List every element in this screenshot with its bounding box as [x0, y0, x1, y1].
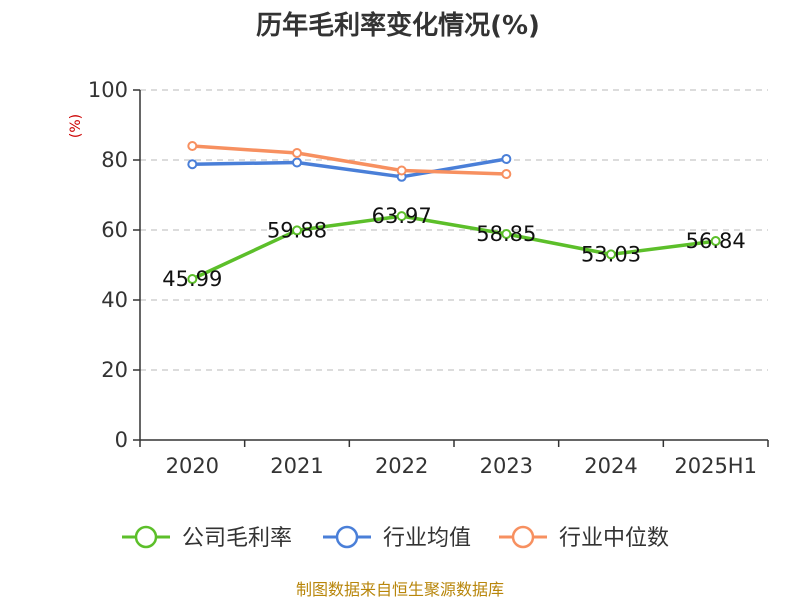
- data-point[interactable]: [292, 225, 302, 236]
- legend-item[interactable]: 公司毛利率: [122, 525, 292, 551]
- y-tick-label: 60: [101, 218, 128, 242]
- source-note: 制图数据来自恒生聚源数据库: [296, 580, 504, 599]
- data-label: 59.88: [267, 218, 327, 242]
- y-tick-label: 40: [101, 288, 128, 312]
- data-labels: 45.99 59.88 63.97 58.85 53.03 56.84: [162, 204, 745, 291]
- data-point[interactable]: [501, 169, 512, 179]
- y-tick-label: 100: [88, 78, 128, 102]
- legend-item[interactable]: 行业均值: [323, 525, 471, 551]
- chart-title: 历年毛利率变化情况(%): [256, 10, 540, 41]
- legend-label: 行业中位数: [559, 526, 669, 551]
- y-tick-label: 0: [115, 428, 128, 452]
- data-point[interactable]: [501, 229, 512, 240]
- legend-marker-icon: [335, 525, 359, 549]
- x-tick-label: 2021: [270, 454, 323, 478]
- data-point[interactable]: [710, 236, 721, 247]
- data-label: 45.99: [162, 267, 222, 291]
- data-point[interactable]: [187, 159, 198, 170]
- data-point[interactable]: [292, 148, 302, 158]
- series-line: [190, 157, 509, 179]
- data-point[interactable]: [396, 211, 407, 222]
- data-label: 63.97: [372, 204, 432, 228]
- x-tick-label: 2024: [584, 454, 637, 478]
- x-tick-label: 2022: [375, 454, 428, 478]
- legend-item[interactable]: 行业中位数: [499, 525, 669, 551]
- y-axis-label: (%): [68, 114, 84, 138]
- legend[interactable]: 公司毛利率 行业均值 行业中位数: [122, 525, 669, 551]
- data-point[interactable]: [292, 157, 302, 168]
- legend-label: 行业均值: [383, 526, 471, 551]
- y-tick-label: 20: [101, 358, 128, 382]
- data-label: 56.84: [686, 229, 746, 253]
- data-point[interactable]: [396, 165, 407, 176]
- x-tick-label: 2023: [480, 454, 533, 478]
- y-tick-label: 80: [101, 148, 128, 172]
- series-line: [190, 214, 718, 281]
- series-lines: [187, 141, 721, 285]
- axes: 0 20 40 60 80 100 2020 2021 2022 2023 2024 2025H1: [88, 78, 769, 478]
- legend-marker-icon: [134, 525, 158, 549]
- data-label: 58.85: [476, 222, 536, 246]
- series-line: [190, 144, 509, 176]
- data-point[interactable]: [187, 274, 198, 285]
- data-point[interactable]: [501, 153, 512, 164]
- gridlines: [140, 89, 768, 371]
- legend-label: 公司毛利率: [182, 526, 292, 551]
- x-tick-label: 2020: [166, 454, 219, 478]
- legend-marker-icon: [511, 525, 535, 549]
- data-point[interactable]: [606, 249, 616, 260]
- data-point[interactable]: [187, 141, 198, 151]
- data-label: 53.03: [581, 242, 641, 266]
- x-tick-label: 2025H1: [674, 454, 757, 478]
